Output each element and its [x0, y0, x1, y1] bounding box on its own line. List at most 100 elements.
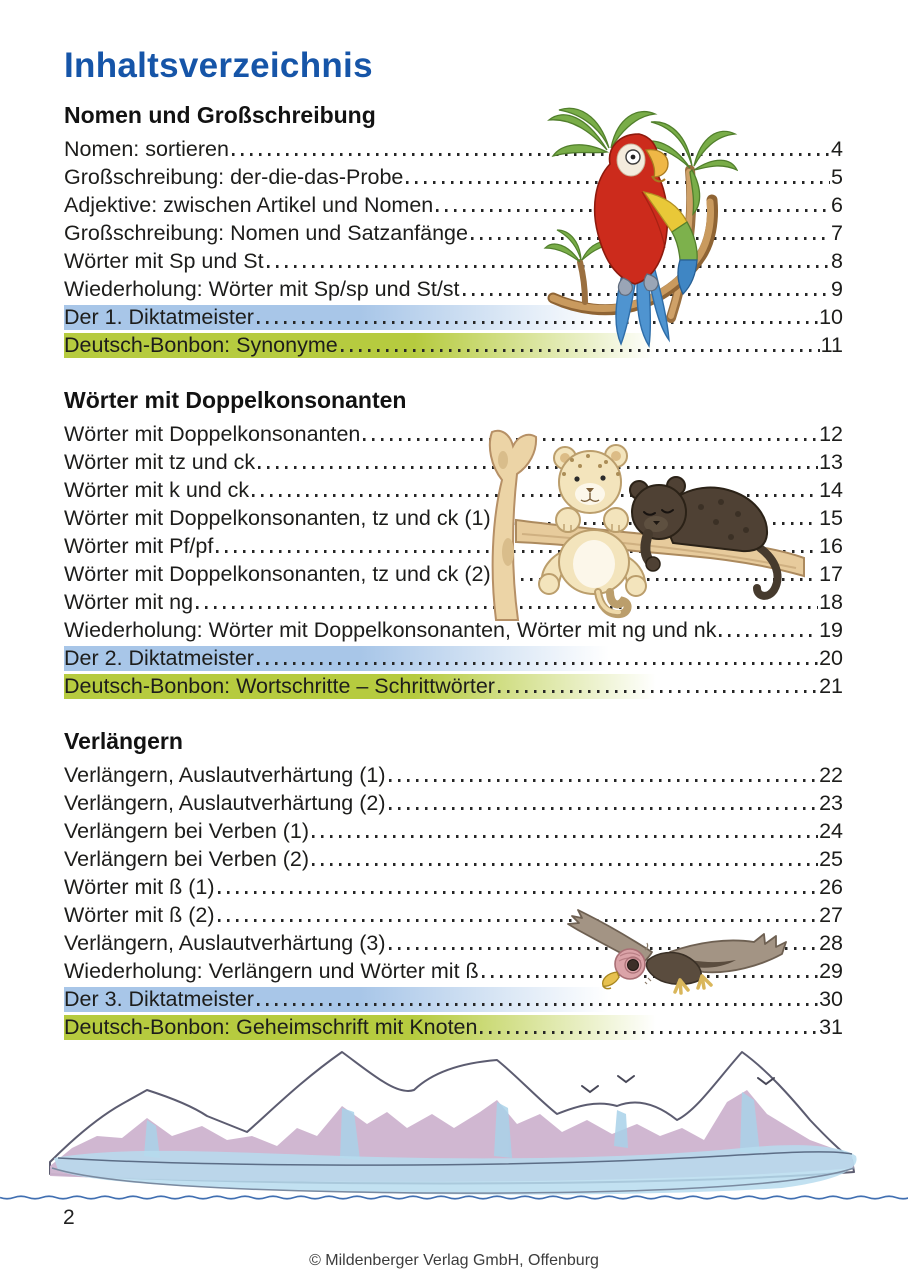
toc-section: Nomen und Großschreibung Nomen: sortieren… [64, 102, 843, 359]
dot-leader [719, 616, 819, 644]
toc-item-page: 23 [819, 791, 843, 815]
toc-list: Wörter mit Doppelkonsonanten 12 Wörter mit… [64, 420, 843, 700]
toc-item-page: 30 [819, 987, 843, 1011]
toc-row[interactable]: Verlängern, Auslautverhärtung (2) 23 [64, 789, 843, 817]
dot-leader [406, 163, 831, 191]
dot-leader [493, 560, 819, 588]
toc-section: Verlängern Verlängern, Auslautverhärtung … [64, 728, 843, 1041]
toc-item-label: Deutsch-Bonbon: Geheimschrift mit Knoten [64, 1015, 478, 1039]
toc-item-page: 13 [819, 450, 843, 474]
toc-row[interactable]: Wörter mit Doppelkonsonanten, tz und ck … [64, 560, 843, 588]
dot-leader [480, 1013, 819, 1041]
toc-row[interactable]: Wiederholung: Wörter mit Sp/sp und St/st… [64, 275, 843, 303]
toc-row[interactable]: Verlängern, Auslautverhärtung (3) 28 [64, 929, 843, 957]
toc-row[interactable]: Wörter mit tz und ck 13 [64, 448, 843, 476]
footer-copyright: © Mildenberger Verlag GmbH, Offenburg [309, 1252, 599, 1269]
toc-list: Nomen: sortieren 4 Großschreibung: der-die… [64, 135, 843, 359]
toc-item-page: 27 [819, 903, 843, 927]
section-heading: Nomen und Großschreibung [64, 102, 376, 128]
dot-leader [493, 504, 819, 532]
dot-leader [363, 420, 819, 448]
toc-item-label: Wörter mit ß (1) [64, 875, 215, 899]
toc-item-label: Verlängern, Auslautverhärtung (3) [64, 931, 386, 955]
toc-item-label: Verlängern, Auslautverhärtung (1) [64, 763, 386, 787]
toc-item-label: Verlängern bei Verben (1) [64, 819, 310, 843]
birds-icon [581, 1075, 775, 1094]
toc-item-label: Der 3. Diktatmeister [64, 987, 254, 1011]
toc-item-page: 21 [819, 674, 843, 698]
toc-row[interactable]: Wörter mit Doppelkonsonanten 12 [64, 420, 843, 448]
toc-row[interactable]: Der 3. Diktatmeister 30 [64, 985, 843, 1013]
toc-item-label: Wörter mit tz und ck [64, 450, 256, 474]
toc-row[interactable]: Verlängern bei Verben (2) 25 [64, 845, 843, 873]
dot-leader [256, 303, 819, 331]
toc-item-label: Wörter mit Doppelkonsonanten, tz und ck … [64, 506, 491, 530]
toc-row[interactable]: Verlängern, Auslautverhärtung (1) 22 [64, 761, 843, 789]
toc-item-page: 6 [831, 193, 843, 217]
dot-leader [252, 476, 819, 504]
toc-section: Wörter mit Doppelkonsonanten Wörter mit D… [64, 387, 843, 700]
toc-item-page: 20 [819, 646, 843, 670]
toc-row[interactable]: Wiederholung: Wörter mit Doppelkonsonant… [64, 616, 843, 644]
toc-item-page: 17 [819, 562, 843, 586]
toc-item-page: 10 [819, 305, 843, 329]
toc-item-label: Der 2. Diktatmeister [64, 646, 254, 670]
footer-page-number: 2 [63, 1206, 75, 1229]
toc-row[interactable]: Deutsch-Bonbon: Geheimschrift mit Knoten… [64, 1013, 843, 1041]
toc-row[interactable]: Der 1. Diktatmeister 10 [64, 303, 843, 331]
toc-row[interactable]: Deutsch-Bonbon: Wortschritte – Schrittwö… [64, 672, 843, 700]
toc-row[interactable]: Wiederholung: Verlängern und Wörter mit … [64, 957, 843, 985]
toc-row[interactable]: Wörter mit k und ck 14 [64, 476, 843, 504]
toc-item-label: Verlängern, Auslautverhärtung (2) [64, 791, 386, 815]
footer-wave-line [0, 1195, 908, 1200]
toc-row[interactable]: Großschreibung: Nomen und Satzanfänge 7 [64, 219, 843, 247]
toc-item-page: 31 [819, 1015, 843, 1039]
dot-leader [436, 191, 831, 219]
dot-leader [196, 588, 819, 616]
toc-item-page: 26 [819, 875, 843, 899]
dot-leader [266, 247, 831, 275]
section-heading: Wörter mit Doppelkonsonanten [64, 387, 407, 413]
dot-leader [256, 985, 819, 1013]
toc-row[interactable]: Großschreibung: der-die-das-Probe 5 [64, 163, 843, 191]
dot-leader [462, 275, 831, 303]
toc-item-label: Wiederholung: Wörter mit Sp/sp und St/st [64, 277, 460, 301]
dot-leader [258, 448, 819, 476]
toc-row[interactable]: Der 2. Diktatmeister 20 [64, 644, 843, 672]
toc-item-page: 25 [819, 847, 843, 871]
page-title: Inhaltsverzeichnis [64, 46, 373, 85]
toc-item-label: Wörter mit ng [64, 590, 194, 614]
toc-row[interactable]: Wörter mit ß (2) 27 [64, 901, 843, 929]
toc-item-page: 16 [819, 534, 843, 558]
toc-item-label: Großschreibung: Nomen und Satzanfänge [64, 221, 468, 245]
toc-row[interactable]: Wörter mit Doppelkonsonanten, tz und ck … [64, 504, 843, 532]
dot-leader [231, 135, 831, 163]
toc-item-label: Deutsch-Bonbon: Wortschritte – Schrittwö… [64, 674, 495, 698]
toc-item-label: Verlängern bei Verben (2) [64, 847, 310, 871]
dot-leader [312, 845, 819, 873]
toc-row[interactable]: Wörter mit ng 18 [64, 588, 843, 616]
toc-row[interactable]: Verlängern bei Verben (1) 24 [64, 817, 843, 845]
toc-row[interactable]: Wörter mit ß (1) 26 [64, 873, 843, 901]
toc-row[interactable]: Nomen: sortieren 4 [64, 135, 843, 163]
toc-row[interactable]: Wörter mit Pf/pf 16 [64, 532, 843, 560]
dot-leader [217, 873, 819, 901]
toc-item-page: 29 [819, 959, 843, 983]
toc-item-page: 9 [831, 277, 843, 301]
footer-wave-line-path [0, 1195, 908, 1200]
toc-item-page: 24 [819, 819, 843, 843]
dot-leader [388, 761, 819, 789]
toc-item-page: 18 [819, 590, 843, 614]
toc-item-label: Der 1. Diktatmeister [64, 305, 254, 329]
toc-item-page: 4 [831, 137, 843, 161]
toc-item-label: Wörter mit Sp und St [64, 249, 264, 273]
toc-row[interactable]: Deutsch-Bonbon: Synonyme 11 [64, 331, 843, 359]
toc-row[interactable]: Adjektive: zwischen Artikel und Nomen 6 [64, 191, 843, 219]
toc-item-page: 22 [819, 763, 843, 787]
toc-item-label: Großschreibung: der-die-das-Probe [64, 165, 404, 189]
toc-row[interactable]: Wörter mit Sp und St 8 [64, 247, 843, 275]
toc-list: Verlängern, Auslautverhärtung (1) 22 Verlä… [64, 761, 843, 1041]
toc-item-page: 12 [819, 422, 843, 446]
toc-item-label: Wörter mit k und ck [64, 478, 250, 502]
